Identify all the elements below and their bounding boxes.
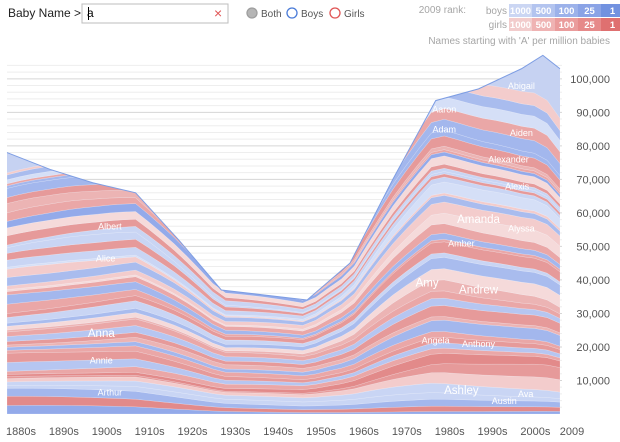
- x-tick-label: 2000s: [520, 426, 550, 438]
- search-box[interactable]: a ×: [81, 3, 229, 24]
- rank-legend-cell: 1000: [510, 6, 531, 17]
- filter-girls-radio[interactable]: Girls: [329, 7, 365, 20]
- x-tick-label: 1930s: [220, 426, 250, 438]
- chart-subtitle: Names starting with 'A' per million babi…: [428, 36, 610, 47]
- rank-legend-cell: 500: [536, 20, 552, 31]
- name-band[interactable]: [7, 385, 560, 407]
- name-label[interactable]: Andrew: [459, 284, 499, 296]
- rank-legend-cell: 25: [584, 6, 595, 17]
- radio-circle-icon[interactable]: [329, 7, 341, 19]
- name-band[interactable]: [7, 201, 560, 330]
- name-label[interactable]: Annie: [90, 356, 113, 366]
- y-tick-label: 90,000: [576, 107, 610, 119]
- name-label[interactable]: Angela: [422, 336, 450, 346]
- rank-legend-swatch: [578, 18, 601, 31]
- name-band[interactable]: [7, 239, 560, 340]
- name-label[interactable]: Austin: [492, 396, 517, 406]
- name-band[interactable]: [7, 395, 560, 413]
- area-outline: [6, 54, 561, 301]
- rank-legend-swatch: [532, 18, 555, 31]
- filter-boys-radio[interactable]: Boys: [286, 7, 323, 20]
- name-label[interactable]: Ashley: [444, 385, 479, 397]
- x-tick-label: 2009: [560, 426, 584, 438]
- name-label[interactable]: Alice: [96, 253, 116, 263]
- x-tick-label: 1920s: [177, 426, 207, 438]
- name-label[interactable]: Adam: [432, 124, 456, 134]
- y-tick-label: 30,000: [576, 308, 610, 320]
- filter-label: Boys: [301, 9, 323, 20]
- name-band[interactable]: [7, 163, 560, 310]
- rank-legend-title: 2009 rank:: [419, 5, 466, 16]
- rank-legend-cell: 100: [559, 6, 575, 17]
- name-band[interactable]: [7, 353, 560, 394]
- name-label[interactable]: Aiden: [510, 128, 533, 138]
- name-band[interactable]: [7, 173, 560, 317]
- search-label: Baby Name >: [8, 6, 81, 20]
- filter-label: Both: [261, 9, 282, 20]
- name-label[interactable]: Aaron: [432, 104, 456, 114]
- search-input[interactable]: a: [87, 6, 94, 20]
- name-band[interactable]: [7, 279, 560, 357]
- name-label[interactable]: Arthur: [98, 388, 123, 398]
- rank-legend-boys-label: boys: [486, 6, 507, 17]
- rank-legend-swatch: [601, 18, 620, 31]
- name-band[interactable]: [7, 297, 560, 365]
- name-band[interactable]: [7, 331, 560, 380]
- rank-legend-cell: 1: [610, 20, 616, 31]
- x-tick-label: 1960s: [349, 426, 379, 438]
- name-label[interactable]: Alexis: [505, 181, 530, 191]
- y-tick-label: 20,000: [576, 342, 610, 354]
- x-tick-label: 1900s: [92, 426, 122, 438]
- rank-legend-swatch: [601, 4, 620, 17]
- name-band[interactable]: [7, 380, 560, 403]
- name-band[interactable]: [7, 233, 560, 339]
- y-tick-label: 100,000: [570, 74, 610, 86]
- name-label[interactable]: Anthony: [462, 339, 496, 349]
- rank-legend-cell: 100: [559, 20, 575, 31]
- filter-label: Girls: [344, 9, 365, 20]
- name-label[interactable]: Alyssa: [508, 223, 535, 233]
- rank-legend-swatch: [578, 4, 601, 17]
- name-label[interactable]: Anna: [88, 328, 115, 340]
- name-band[interactable]: [7, 319, 560, 377]
- name-label[interactable]: Alexander: [488, 155, 529, 165]
- y-tick-label: 50,000: [576, 241, 610, 253]
- name-band[interactable]: [7, 223, 560, 336]
- y-tick-label: 70,000: [576, 174, 610, 186]
- rank-legend-swatch: [532, 4, 555, 17]
- filter-both-radio[interactable]: Both: [246, 7, 282, 20]
- x-tick-label: 1890s: [49, 426, 79, 438]
- name-label[interactable]: Abigail: [508, 81, 535, 91]
- rank-legend-swatch: [555, 18, 578, 31]
- rank-legend-cell: 25: [584, 20, 595, 31]
- x-tick-label: 1970s: [392, 426, 422, 438]
- y-tick-label: 80,000: [576, 141, 610, 153]
- name-label[interactable]: Amanda: [457, 214, 500, 226]
- y-tick-label: 40,000: [576, 275, 610, 287]
- clear-icon[interactable]: ×: [214, 5, 222, 21]
- name-label[interactable]: Ava: [518, 389, 533, 399]
- x-tick-label: 1940s: [263, 426, 293, 438]
- x-tick-label: 1980s: [435, 426, 465, 438]
- rank-legend-swatch: [555, 4, 578, 17]
- y-tick-label: 10,000: [576, 375, 610, 387]
- x-tick-label: 1910s: [135, 426, 165, 438]
- radio-circle-icon[interactable]: [286, 7, 298, 19]
- x-tick-label: 1950s: [306, 426, 336, 438]
- radio-circle-icon[interactable]: [246, 7, 258, 19]
- rank-legend-girls-label: girls: [489, 20, 507, 31]
- name-label[interactable]: Amber: [448, 238, 475, 248]
- name-label[interactable]: Amy: [416, 278, 439, 290]
- y-tick-label: 60,000: [576, 208, 610, 220]
- rank-legend-swatch: [509, 18, 532, 31]
- rank-legend-swatch: [509, 4, 532, 17]
- name-label[interactable]: Albert: [98, 222, 122, 232]
- rank-legend-cell: 500: [536, 6, 552, 17]
- rank-legend-cell: 1: [610, 6, 616, 17]
- rank-legend-cell: 1000: [510, 20, 531, 31]
- x-tick-label: 1990s: [478, 426, 508, 438]
- x-tick-label: 1880s: [6, 426, 36, 438]
